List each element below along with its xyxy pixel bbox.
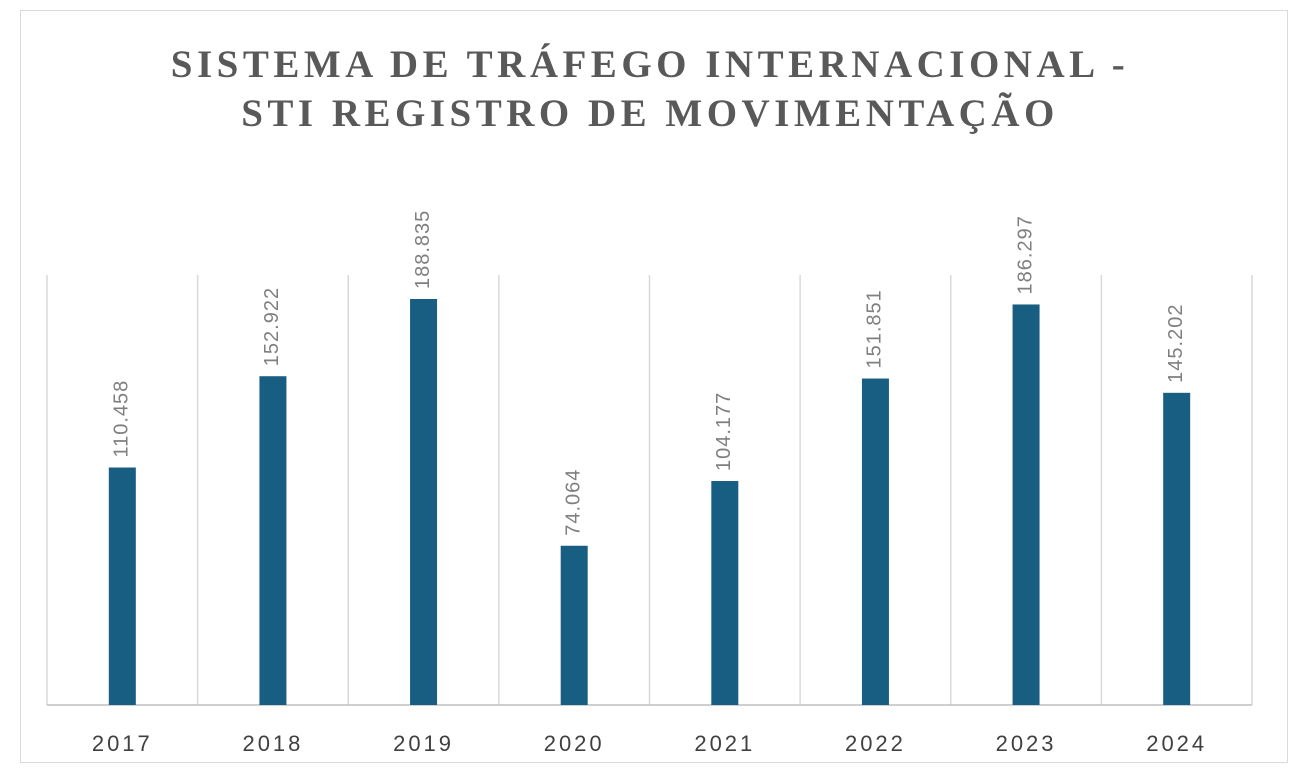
x-tick-label: 2018: [242, 731, 303, 756]
x-tick-label: 2023: [996, 731, 1057, 756]
bar: [711, 481, 739, 705]
bar: [861, 378, 889, 705]
data-label: 186.297: [1014, 215, 1036, 294]
bar: [410, 299, 438, 705]
bar: [1012, 304, 1040, 705]
data-label: 74.064: [562, 469, 584, 536]
x-tick-label: 2019: [393, 731, 454, 756]
bar: [560, 545, 588, 705]
bar: [1163, 392, 1191, 705]
x-tick-label: 2020: [544, 731, 605, 756]
chart-frame: [20, 10, 1288, 763]
data-label: 110.458: [111, 380, 133, 458]
x-tick-label: 2017: [92, 731, 153, 756]
x-tick-label: 2024: [1146, 731, 1207, 756]
bar: [108, 467, 136, 705]
data-label: 188.835: [412, 210, 434, 289]
data-label: 152.922: [261, 287, 283, 366]
data-label: 145.202: [1165, 304, 1187, 383]
data-label: 104.177: [713, 392, 735, 471]
x-tick-label: 2021: [694, 731, 755, 756]
bar: [259, 376, 287, 705]
chart-title: SISTEMA DE TRÁFEGO INTERNACIONAL - STI R…: [170, 43, 1130, 135]
x-tick-label: 2022: [845, 731, 906, 756]
data-label: 151.851: [864, 289, 886, 368]
